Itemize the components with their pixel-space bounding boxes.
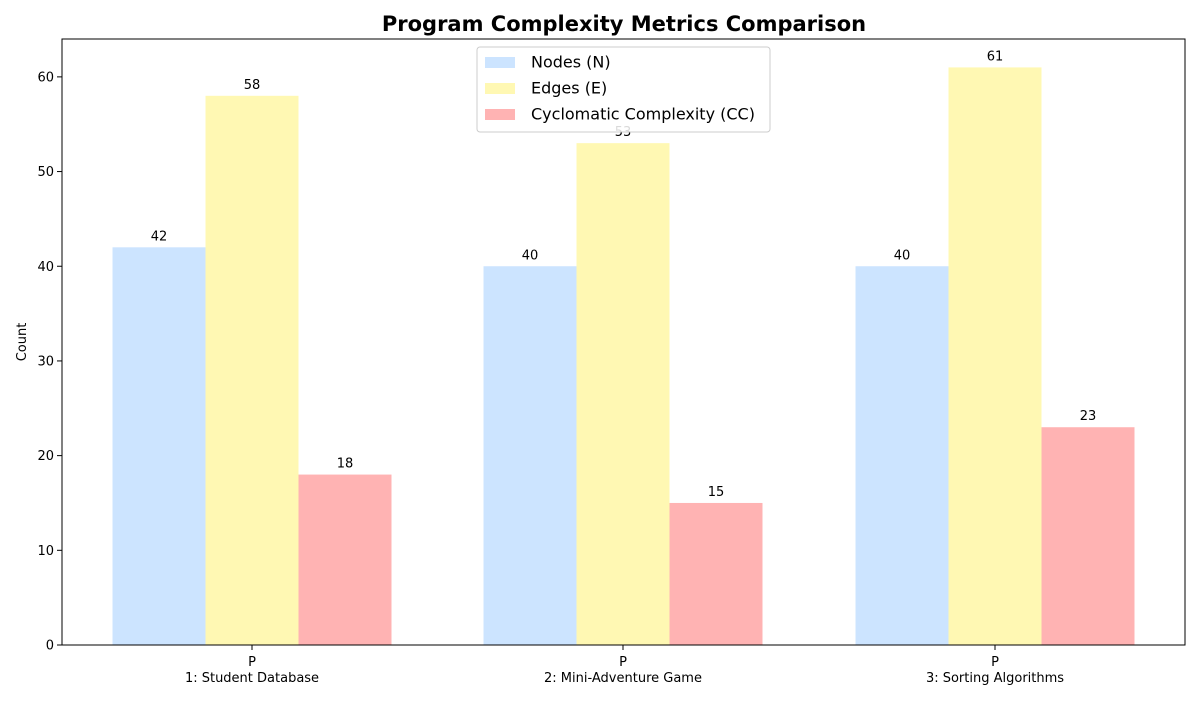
bar — [576, 143, 670, 645]
bar-value-label: 40 — [894, 248, 911, 263]
y-tick-label: 40 — [37, 260, 54, 275]
legend-label: Cyclomatic Complexity (CC) — [531, 105, 755, 124]
y-tick-label: 60 — [37, 70, 54, 85]
bar — [855, 266, 949, 645]
bar-value-label: 42 — [151, 229, 168, 244]
plot-frame — [61, 38, 1186, 646]
y-tick-label: 0 — [46, 639, 54, 654]
bar — [483, 266, 577, 645]
bar-value-label: 40 — [522, 248, 539, 263]
y-tick-label: 10 — [37, 544, 54, 559]
x-tick-label: 3: Sorting Algorithms — [926, 671, 1064, 686]
x-tick-label: 1: Student Database — [185, 671, 319, 686]
bar — [669, 502, 763, 645]
y-tick-label: 20 — [37, 449, 54, 464]
legend-label: Edges (E) — [531, 79, 607, 98]
bar-value-label: 61 — [987, 49, 1004, 64]
legend-swatch — [485, 109, 515, 120]
x-tick-label: P — [248, 655, 256, 670]
y-axis-label: Count — [15, 323, 30, 362]
legend-box — [476, 46, 771, 133]
bar-value-label: 58 — [244, 78, 261, 93]
bar — [1041, 427, 1135, 645]
bar — [298, 474, 392, 645]
x-tick-label: P — [991, 655, 999, 670]
legend-swatch — [485, 57, 515, 68]
x-tick-label: P — [619, 655, 627, 670]
bar — [112, 247, 206, 645]
x-tick-label: 2: Mini-Adventure Game — [544, 671, 702, 686]
y-tick-label: 30 — [37, 354, 54, 369]
bar-value-label: 15 — [708, 485, 725, 500]
bar-value-label: 18 — [337, 457, 354, 472]
y-tick-label: 50 — [37, 165, 54, 180]
bar-value-label: 23 — [1080, 409, 1097, 424]
bar — [205, 95, 299, 645]
chart-title: Program Complexity Metrics Comparison — [382, 12, 866, 36]
bar — [948, 67, 1042, 645]
legend-swatch — [485, 83, 515, 94]
legend-label: Nodes (N) — [531, 53, 611, 72]
